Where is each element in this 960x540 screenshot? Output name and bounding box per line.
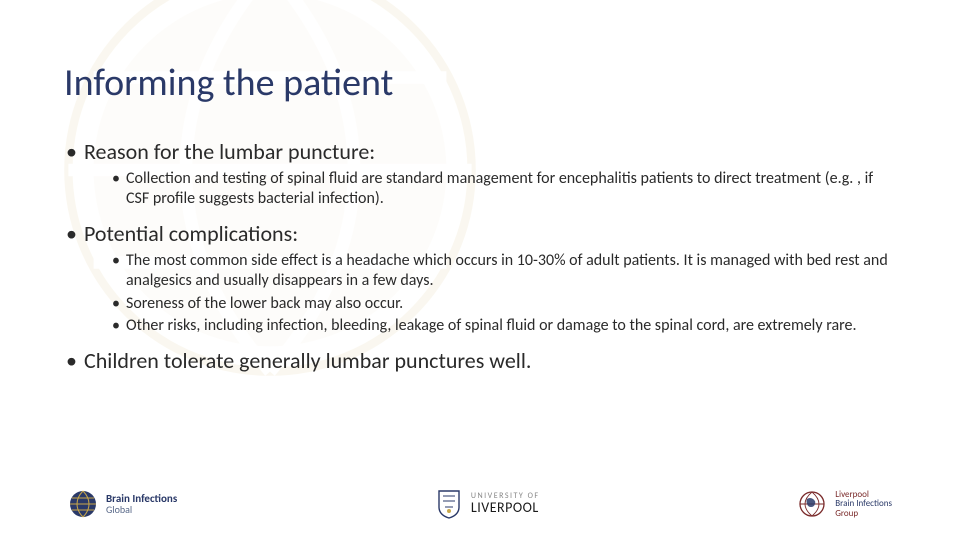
- logo-text: Brain Infections Global: [106, 493, 177, 515]
- slide-title: Informing the patient: [64, 60, 896, 106]
- sub-bullet-list: Collection and testing of spinal fluid a…: [84, 169, 896, 210]
- bullet-item: Reason for the lumbar puncture: Collecti…: [64, 138, 896, 210]
- brain-globe-icon: [797, 489, 827, 519]
- logo-brain-infections-global: Brain Infections Global: [68, 489, 177, 519]
- bullet-item: Children tolerate generally lumbar punct…: [64, 347, 896, 374]
- bullet-list: Reason for the lumbar puncture: Collecti…: [64, 138, 896, 374]
- bullet-text: Children tolerate generally lumbar punct…: [84, 347, 531, 374]
- logo-text: UNIVERSITY OF LIVERPOOL: [471, 492, 540, 515]
- logo-university-of-liverpool: UNIVERSITY OF LIVERPOOL: [435, 489, 540, 519]
- logo-liverpool-brain-infections-group: Liverpool Brain Infections Group: [797, 489, 892, 519]
- sub-bullet-item: Other risks, including infection, bleedi…: [112, 316, 896, 336]
- bullet-item: Potential complications: The most common…: [64, 220, 896, 337]
- sub-bullet-item: Collection and testing of spinal fluid a…: [112, 169, 896, 210]
- logo-text: Liverpool Brain Infections Group: [835, 490, 892, 518]
- logo-line3: Group: [835, 509, 892, 518]
- globe-icon: [68, 489, 98, 519]
- logo-line2: Global: [106, 505, 177, 516]
- sub-bullet-item: Soreness of the lower back may also occu…: [112, 294, 896, 314]
- crest-icon: [435, 489, 463, 519]
- bullet-text: Reason for the lumbar puncture:: [84, 138, 375, 165]
- sub-bullet-list: The most common side effect is a headach…: [84, 251, 896, 337]
- bullet-text: Potential complications:: [84, 220, 298, 247]
- slide-content: Informing the patient Reason for the lum…: [0, 0, 960, 374]
- logo-name: LIVERPOOL: [471, 501, 540, 516]
- footer-logos: Brain Infections Global UNIVERSITY OF LI…: [0, 482, 960, 526]
- sub-bullet-item: The most common side effect is a headach…: [112, 251, 896, 292]
